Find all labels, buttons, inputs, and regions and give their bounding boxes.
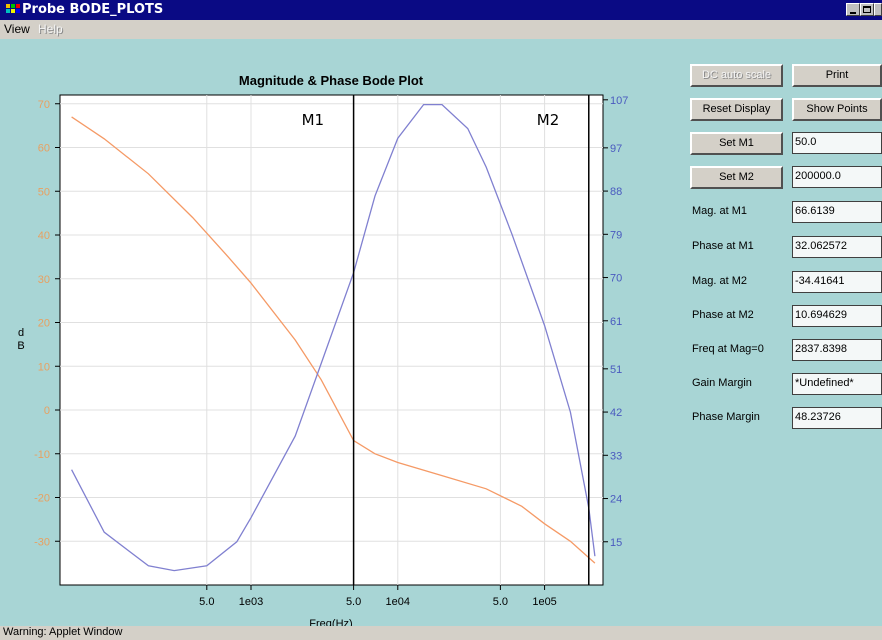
- set-m2-button[interactable]: Set M2: [690, 166, 783, 189]
- marker-label-m2: M2: [537, 111, 560, 129]
- mag-m2-label: Mag. at M2: [692, 275, 748, 287]
- x-tick-label: 1e05: [532, 596, 556, 608]
- maximize-icon: [863, 6, 871, 13]
- y-tick-label: -20: [34, 493, 50, 505]
- freq-mag0-label: Freq at Mag=0: [692, 343, 764, 355]
- status-text: Warning: Applet Window: [3, 626, 123, 638]
- chart-title: Magnitude & Phase Bode Plot: [239, 73, 424, 88]
- y2-tick-label: 42: [610, 407, 622, 419]
- phase-m2-field[interactable]: 10.694629: [792, 305, 882, 327]
- phase-margin-field[interactable]: 48.23726: [792, 407, 882, 429]
- menu-view[interactable]: View: [4, 22, 30, 36]
- y-tick-label: 40: [38, 230, 50, 242]
- minimize-icon: [850, 12, 856, 14]
- phase-margin-label: Phase Margin: [692, 411, 760, 423]
- x-tick-label: 5.0: [493, 596, 508, 608]
- plot-ticks: 70 60 50 40 30 20 10 0 -10 -20 -30 107 97 88 79 70 61 51 4…: [34, 95, 628, 608]
- print-button[interactable]: Print: [792, 64, 882, 87]
- y2-tick-label: 97: [610, 143, 622, 155]
- y-tick-label: 30: [38, 274, 50, 286]
- dc-auto-scale-button[interactable]: DC auto scale: [690, 64, 783, 87]
- y2-tick-label: 107: [610, 95, 628, 107]
- minimize-button[interactable]: [846, 3, 860, 16]
- m1-input[interactable]: 50.0: [792, 132, 882, 154]
- phase-m1-label: Phase at M1: [692, 240, 754, 252]
- maximize-button[interactable]: [860, 3, 874, 16]
- show-points-button[interactable]: Show Points: [792, 98, 882, 121]
- m2-input[interactable]: 200000.0: [792, 166, 882, 188]
- title-bar: Probe BODE_PLOTS: [0, 0, 882, 20]
- x-tick-label: 1e04: [386, 596, 410, 608]
- freq-mag0-field[interactable]: 2837.8398: [792, 339, 882, 361]
- gain-margin-label: Gain Margin: [692, 377, 752, 389]
- y2-tick-label: 61: [610, 316, 622, 328]
- phase-curve: [71, 103, 596, 572]
- gain-margin-field[interactable]: *Undefined*: [792, 373, 882, 395]
- y-tick-label: 70: [38, 99, 50, 111]
- y2-tick-label: 70: [610, 273, 622, 285]
- mag-m2-field[interactable]: -34.41641: [792, 271, 882, 293]
- y-tick-label: 0: [44, 405, 50, 417]
- y-tick-label: 60: [38, 143, 50, 155]
- y-tick-label: -30: [34, 536, 50, 548]
- app-icon: [6, 4, 20, 13]
- y-axis-label-char: B: [17, 340, 24, 352]
- y-axis-label-char: d: [18, 327, 24, 339]
- marker-label-m1: M1: [302, 111, 325, 129]
- x-tick-label: 5.0: [346, 596, 361, 608]
- window-title: Probe BODE_PLOTS: [22, 2, 164, 17]
- y2-tick-label: 24: [610, 494, 622, 506]
- plot-markers: M1 M2: [302, 95, 590, 585]
- reset-display-button[interactable]: Reset Display: [690, 98, 783, 121]
- y-tick-label: -10: [34, 449, 50, 461]
- phase-m1-field[interactable]: 32.062572: [792, 236, 882, 258]
- set-m1-button[interactable]: Set M1: [690, 132, 783, 155]
- menu-help[interactable]: Help: [38, 22, 63, 36]
- y-tick-label: 20: [38, 318, 50, 330]
- y2-tick-label: 33: [610, 450, 622, 462]
- mag-m1-label: Mag. at M1: [692, 205, 748, 217]
- x-tick-label: 5.0: [199, 596, 214, 608]
- mag-m1-field[interactable]: 66.6139: [792, 201, 882, 223]
- y2-tick-label: 15: [610, 537, 622, 549]
- menu-bar: View Help: [0, 20, 882, 39]
- x-tick-label: 1e03: [239, 596, 263, 608]
- status-bar: Warning: Applet Window: [0, 626, 882, 640]
- y2-tick-label: 79: [610, 229, 622, 241]
- y2-tick-label: 88: [610, 186, 622, 198]
- y-tick-label: 50: [38, 186, 50, 198]
- y2-tick-label: 51: [610, 364, 622, 376]
- y-tick-label: 10: [38, 361, 50, 373]
- phase-m2-label: Phase at M2: [692, 309, 754, 321]
